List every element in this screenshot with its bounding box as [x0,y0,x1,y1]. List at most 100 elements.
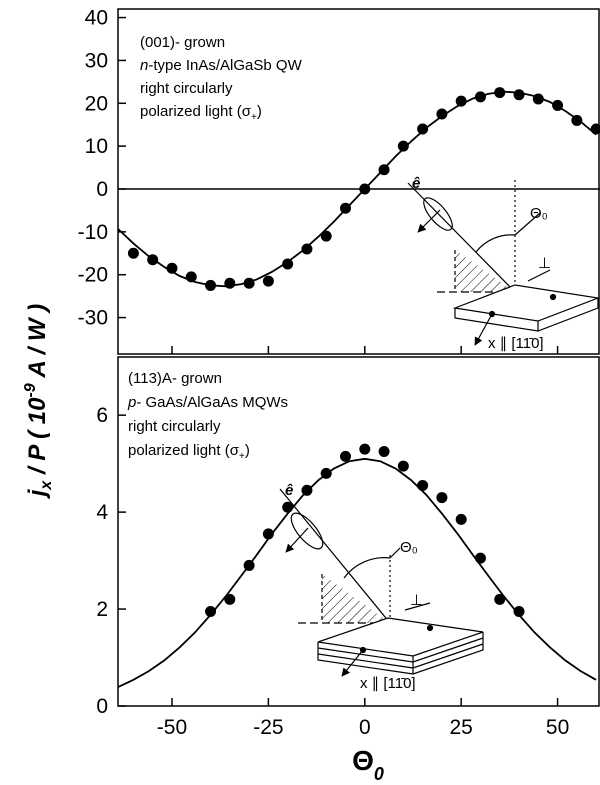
y-tick-label: 0 [96,178,108,201]
data-point [320,467,332,479]
data-point [262,528,274,540]
x-tick-label: 0 [359,716,371,739]
y-tick-label: 6 [96,404,108,427]
annotation: right circularly [140,80,233,97]
annotation: polarized light (σ+) [140,103,262,123]
data-point [494,87,506,99]
data-point [571,114,583,126]
data-point [455,95,467,107]
data-point [340,202,352,214]
data-point [455,513,467,525]
x-tick-label: -50 [157,716,187,739]
annotation: + [239,451,245,462]
annotation: - GaAs/AlGaAs MQWs [136,394,288,411]
inset-label: ê [412,175,420,192]
data-point [185,271,197,283]
data-point [474,552,486,564]
data-point [147,254,159,266]
y-axis-label: j [24,488,51,499]
inset-label: x ∥ [11̄0] [360,675,416,692]
y-axis-label: A / W ) [24,304,51,384]
inset-label: ⊥ [410,592,423,609]
data-point [417,123,429,135]
y-axis-label: jx / P ( 10-9 A / W ) [22,304,55,500]
x-tick-label: -25 [253,716,283,739]
fit-line [118,457,597,688]
data-point [205,279,217,291]
data-point [359,443,371,455]
inset-label: Θ₀ [530,205,548,222]
data-point [552,99,564,111]
plot-frame [117,356,600,707]
inset-diagram [279,488,484,677]
data-point [243,277,255,289]
data-point [513,605,525,617]
x-axis-label: 0 [374,764,384,784]
annotation: + [251,112,257,123]
data-point [359,183,371,195]
y-tick-label: 4 [96,501,108,524]
data-point [301,484,313,496]
annotation: p [127,394,136,411]
data-point [417,479,429,491]
annotation: (113)A- grown [128,370,222,387]
annotation: polarized light (σ [140,103,252,120]
data-point [127,247,139,259]
data-point [397,460,409,472]
y-tick-label: -30 [78,307,108,330]
y-axis-label: x [38,480,55,491]
y-tick-label: -20 [78,264,108,287]
data-point [590,123,600,135]
data-point [474,91,486,103]
data-point [436,492,448,504]
y-tick-label: -10 [78,221,108,244]
data-point [378,446,390,458]
data-point [243,559,255,571]
inset-label: ⊥ [538,255,551,272]
data-point [378,164,390,176]
annotation: ) [245,442,250,459]
y-axis-label: -9 [22,383,39,397]
y-tick-label: 2 [96,598,108,621]
y-tick-label: 0 [96,695,108,718]
data-point [436,108,448,120]
data-point [301,243,313,255]
annotation: polarized light (σ+) [128,442,250,462]
annotation: right circularly [128,418,221,435]
data-point [224,277,236,289]
inset-label: x ∥ [11̄0] [488,335,544,352]
inset-label: Θ₀ [400,539,418,556]
data-point [282,258,294,270]
data-point [166,262,178,274]
y-tick-label: 40 [85,7,108,30]
annotation: p- GaAs/AlGaAs MQWs [127,394,288,411]
data-point [320,230,332,242]
y-axis-label: / P ( 10 [24,397,51,481]
data-point [224,593,236,605]
annotation: polarized light (σ [128,442,240,459]
data-point [494,593,506,605]
annotation: (001)- grown [140,34,225,51]
annotation: n-type InAs/AlGaSb QW [140,57,303,74]
annotation: n [140,57,148,74]
plot-frame [117,8,600,355]
data-point [397,140,409,152]
y-tick-label: 10 [85,135,108,158]
x-axis-label: Θ0 [352,745,384,784]
data-point [282,501,294,513]
annotation: ) [257,103,262,120]
data-point [532,93,544,105]
data-point [340,450,352,462]
annotation: -type InAs/AlGaSb QW [148,57,302,74]
data-point [205,605,217,617]
x-axis-label: Θ [352,745,374,776]
inset-diagram [407,180,600,346]
inset-label: ê [285,482,293,499]
x-tick-label: 25 [450,716,473,739]
y-tick-label: 20 [85,92,108,115]
x-tick-label: 50 [546,716,569,739]
y-tick-label: 30 [85,49,108,72]
data-point [513,89,525,101]
data-point [262,275,274,287]
